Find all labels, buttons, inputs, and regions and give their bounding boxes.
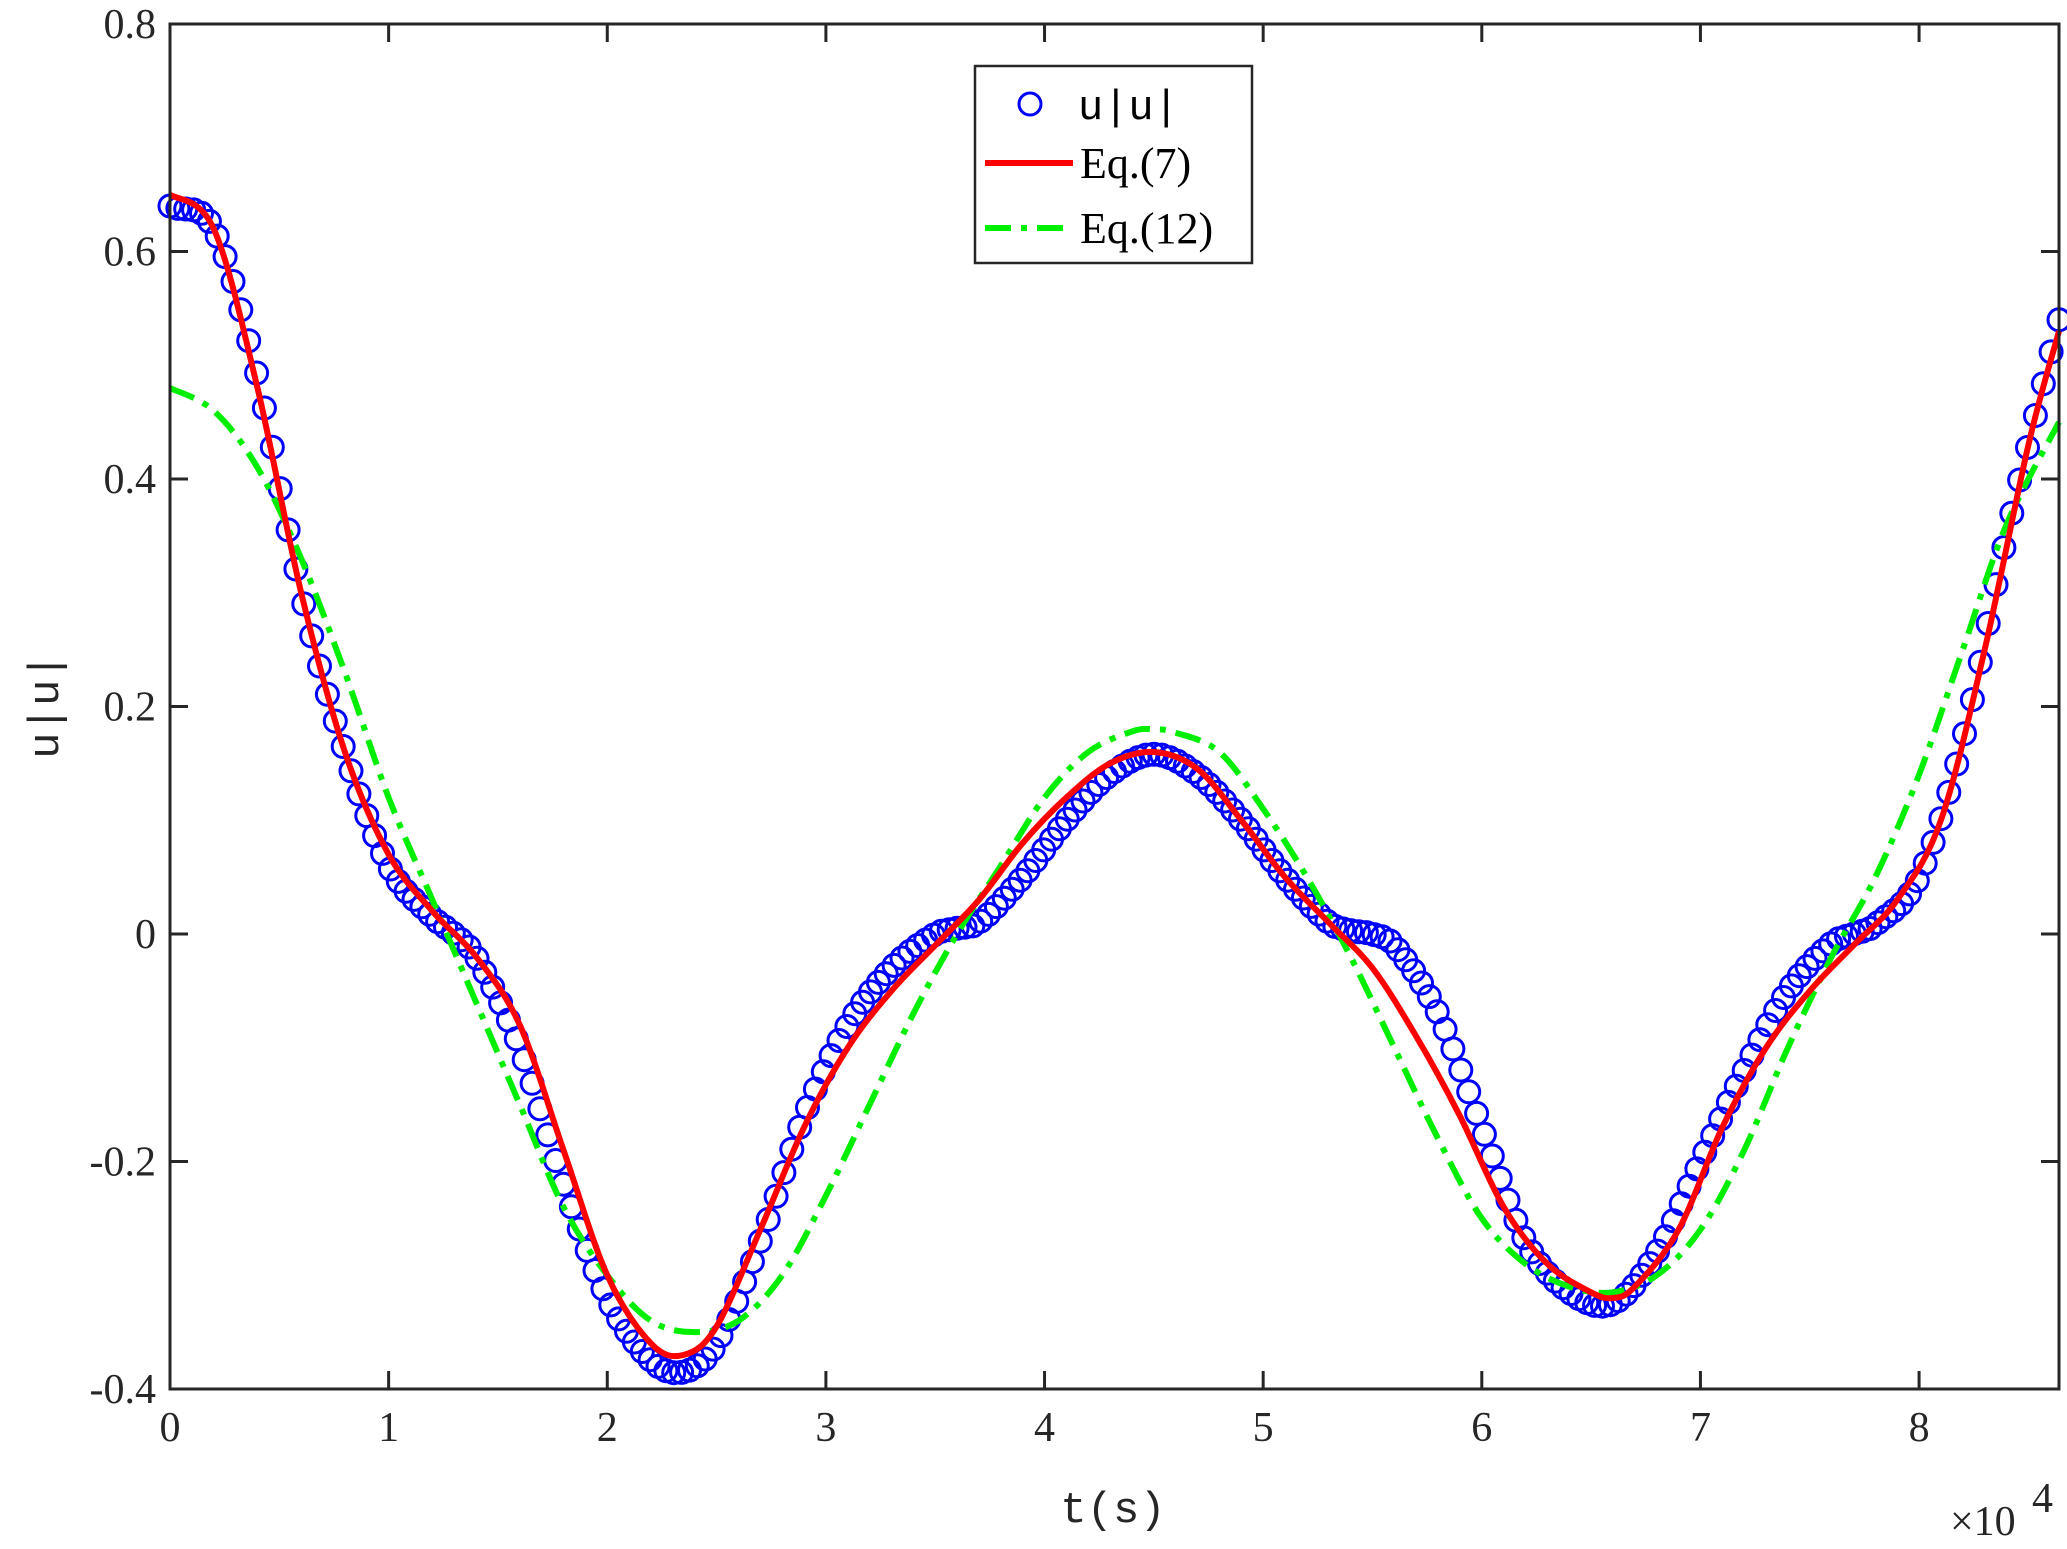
- data-point-u-abs-u: [1928, 806, 1954, 832]
- data-point-u-abs-u: [338, 758, 364, 784]
- data-point-u-abs-u: [873, 961, 899, 987]
- data-point-u-abs-u: [684, 1353, 710, 1379]
- data-point-u-abs-u: [433, 914, 458, 940]
- x-tick-label: 2: [597, 1405, 618, 1451]
- data-point-u-abs-u: [189, 200, 214, 226]
- data-point-u-abs-u: [1763, 998, 1789, 1023]
- data-point-u-abs-u: [1448, 1057, 1474, 1083]
- y-tick-label: 0: [135, 912, 156, 958]
- data-point-u-abs-u: [1070, 788, 1096, 814]
- data-point-u-abs-u: [881, 952, 907, 978]
- data-point-u-abs-u: [196, 208, 222, 234]
- data-point-u-abs-u: [1865, 910, 1891, 936]
- data-point-u-abs-u: [991, 885, 1017, 911]
- x-axis-ticks: 0 1 2 3 4 5 6 7 8: [160, 24, 1930, 1451]
- data-point-u-abs-u: [1196, 772, 1222, 797]
- data-point-u-abs-u: [464, 945, 490, 971]
- data-point-u-abs-u: [1857, 916, 1883, 941]
- data-point-u-abs-u: [472, 959, 498, 985]
- data-point-u-abs-u: [1511, 1225, 1537, 1251]
- data-point-u-abs-u: [1290, 885, 1316, 911]
- data-point-u-abs-u: [330, 734, 356, 759]
- y-tick-label: -0.4: [90, 1367, 157, 1413]
- x-exponent: ×10 4: [1950, 1476, 2053, 1545]
- data-point-u-abs-u: [1346, 919, 1371, 945]
- data-point-u-abs-u: [771, 1160, 797, 1186]
- data-point-u-abs-u: [1212, 788, 1238, 814]
- x-tick-label: 0: [160, 1405, 181, 1451]
- data-point-u-abs-u: [1456, 1079, 1482, 1105]
- x-tick-label: 5: [1253, 1405, 1274, 1451]
- y-axis-label: u|u|: [22, 653, 72, 759]
- y-tick-label: 0.4: [104, 457, 157, 503]
- data-point-u-abs-u: [322, 708, 348, 734]
- x-tick-label: 3: [815, 1405, 836, 1451]
- data-point-u-abs-u: [976, 901, 1002, 927]
- x-exponent-power: 4: [2032, 1476, 2053, 1522]
- x-tick-label: 7: [1690, 1405, 1711, 1451]
- data-point-u-abs-u: [1401, 958, 1427, 984]
- y-tick-label: 0.8: [104, 2, 157, 48]
- series-line-eq12: [168, 385, 2062, 1336]
- data-point-u-abs-u: [417, 901, 443, 927]
- legend-marker-u-abs-u: [1017, 91, 1043, 117]
- data-point-u-abs-u: [1464, 1100, 1490, 1126]
- data-point-u-abs-u: [1377, 928, 1403, 954]
- data-point-u-abs-u: [834, 1014, 860, 1039]
- x-tick-label: 8: [1909, 1405, 1930, 1451]
- data-point-u-abs-u: [1204, 779, 1230, 805]
- y-tick-label: 0.2: [104, 685, 157, 731]
- data-point-u-abs-u: [889, 945, 915, 971]
- data-point-u-abs-u: [1440, 1036, 1466, 1062]
- y-tick-label: -0.2: [90, 1140, 157, 1186]
- data-point-u-abs-u: [1298, 893, 1324, 919]
- data-point-u-abs-u: [968, 908, 994, 934]
- data-point-u-abs-u: [1794, 954, 1820, 980]
- data-point-u-abs-u: [1802, 945, 1828, 971]
- y-axis-ticks: -0.4 -0.2 0 0.2 0.4 0.6 0.8: [90, 2, 2059, 1413]
- x-exponent-base: ×10: [1950, 1499, 2016, 1545]
- data-point-u-abs-u: [629, 1339, 655, 1364]
- data-point-u-abs-u: [661, 1360, 687, 1386]
- legend-label-eq7: Eq.(7): [1080, 139, 1191, 188]
- data-point-u-abs-u: [1873, 904, 1899, 930]
- data-point-u-abs-u: [1078, 779, 1104, 805]
- legend: u|u| Eq.(7) Eq.(12): [973, 64, 1254, 265]
- data-point-u-abs-u: [1062, 797, 1088, 823]
- legend-label-u-abs-u: u|u|: [1078, 84, 1179, 132]
- x-axis-label: t(s): [1060, 1486, 1166, 1536]
- x-tick-label: 4: [1034, 1405, 1055, 1451]
- data-point-u-abs-u: [983, 894, 1009, 920]
- x-tick-label: 6: [1471, 1405, 1492, 1451]
- legend-label-eq12: Eq.(12): [1080, 204, 1213, 253]
- data-point-u-abs-u: [1920, 829, 1946, 855]
- data-point-u-abs-u: [1471, 1121, 1497, 1147]
- y-tick-label: 0.6: [104, 230, 157, 276]
- series-line-eq7: [168, 191, 2062, 1360]
- data-point-u-abs-u: [1416, 984, 1442, 1010]
- data-point-u-abs-u: [1409, 970, 1434, 996]
- data-point-u-abs-u: [865, 969, 891, 995]
- x-tick-label: 1: [378, 1405, 399, 1451]
- data-point-u-abs-u: [1283, 876, 1308, 902]
- series-layer: [157, 191, 2067, 1386]
- data-point-u-abs-u: [1188, 765, 1214, 790]
